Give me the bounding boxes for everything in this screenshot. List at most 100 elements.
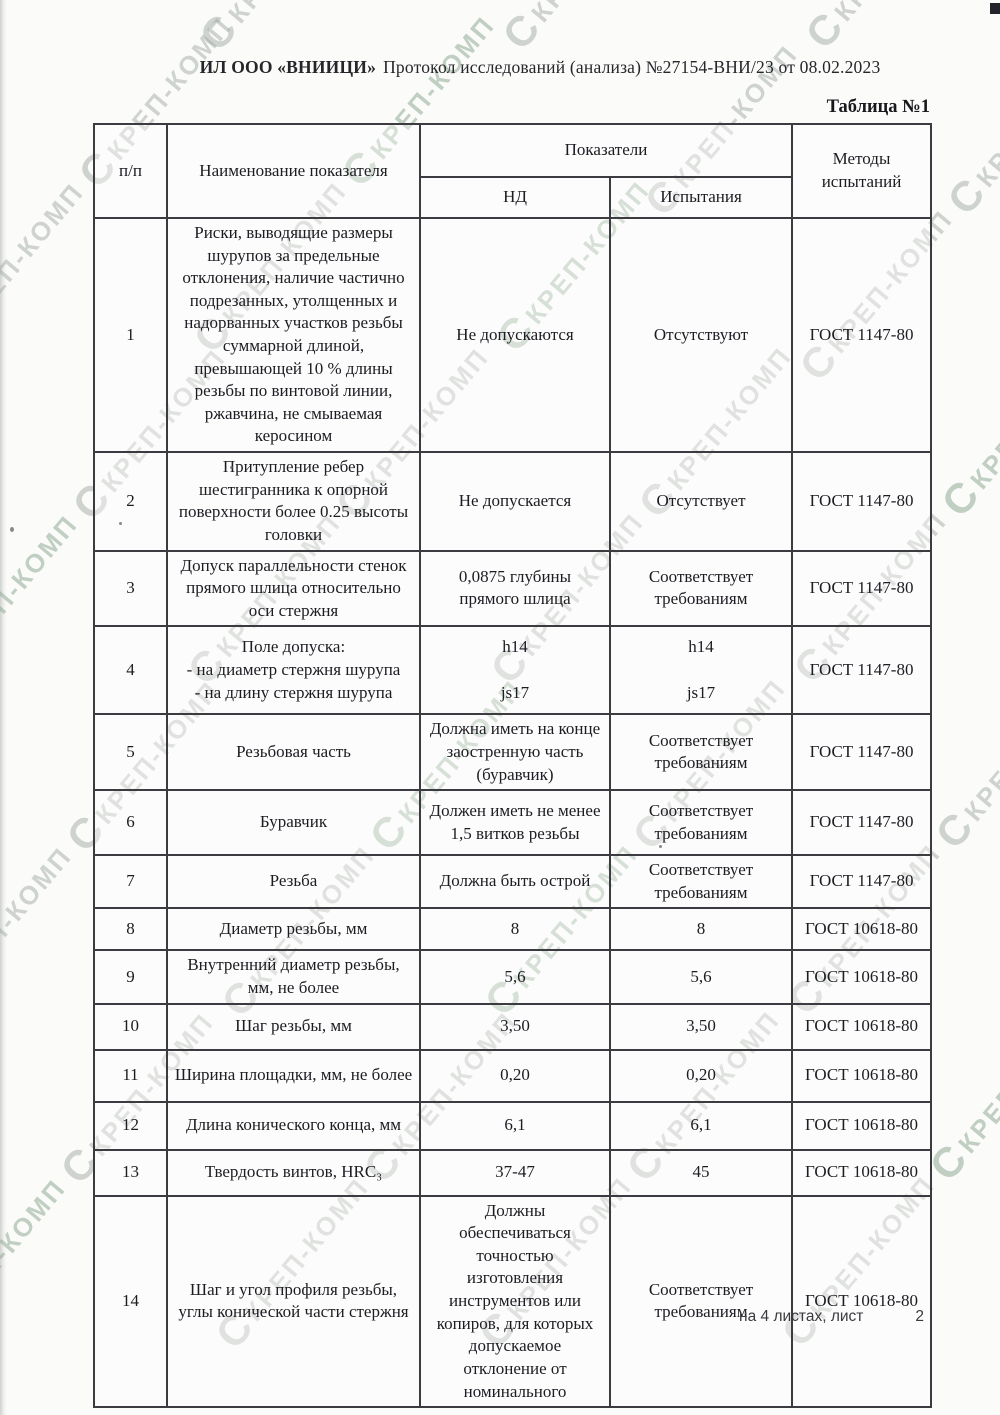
- cell-test: Соответствует требованиям: [608, 713, 794, 792]
- cell-num: 7: [93, 854, 168, 910]
- cell-num: 8: [93, 907, 168, 952]
- watermark-label: КРЕП-КОМП: [969, 37, 1000, 193]
- document-header: ИЛ ООО «ВНИИЦИ» Протокол исследований (ан…: [120, 57, 960, 78]
- cell-nd: 5,6: [419, 949, 611, 1005]
- cell-num: 9: [93, 949, 168, 1005]
- cell-nd: 37-47: [419, 1148, 611, 1197]
- cell-method: ГОСТ 10618-80: [791, 1048, 933, 1103]
- cell-test: Отсутствует: [608, 451, 794, 552]
- cell-name: Риски, выводящие размеры шурупов за пред…: [166, 216, 421, 454]
- cell-test: 5,6: [608, 949, 794, 1005]
- page-footer: на 4 листах, лист 2: [93, 1308, 930, 1326]
- cell-method: ГОСТ 1147-80: [791, 549, 933, 628]
- sheet-info: на 4 листах, лист: [739, 1308, 864, 1325]
- cell-num: 11: [93, 1048, 168, 1103]
- col-header-test: Испытания: [608, 176, 794, 219]
- krep-komp-logo-icon: С: [932, 471, 988, 526]
- cell-test: Соответствует требованиям: [608, 789, 794, 857]
- krep-komp-logo-icon: С: [796, 3, 852, 58]
- watermark-label: КРЕП-КОМП: [828, 0, 965, 27]
- cell-test: 45: [608, 1148, 794, 1197]
- table-row: 13 Твердость винтов, HRC₃ 37-47 45 ГОСТ 1061…: [93, 1148, 933, 1197]
- cell-num: 5: [93, 713, 168, 792]
- cell-method: ГОСТ 10618-80: [791, 1002, 933, 1051]
- cell-nd: Не допускаются: [419, 216, 611, 454]
- cell-test: Соответствует требованиям: [608, 549, 794, 628]
- scan-speck: [10, 527, 14, 532]
- watermark-label: КРЕП-КОМП: [525, 0, 662, 28]
- table-row: 4 Поле допуска: - на диаметр стержня шуру…: [93, 625, 933, 716]
- cell-test: Соответствует требованиям: [608, 1194, 794, 1409]
- cell-num: 2: [93, 451, 168, 552]
- table-row: 7 Резьба Должна быть острой Соответствует т…: [93, 854, 933, 910]
- cell-name: Допуск параллельности стенок прямого шли…: [166, 549, 421, 628]
- cell-name: Поле допуска: - на диаметр стержня шуруп…: [166, 625, 421, 716]
- scan-speck: [230, 466, 233, 469]
- cell-name: Буравчик: [166, 789, 421, 857]
- krep-komp-logo-icon: С: [926, 803, 982, 858]
- krep-komp-logo-icon: С: [190, 5, 246, 60]
- cell-nd: 3,50: [419, 1002, 611, 1051]
- scan-edge-smudge: [0, 0, 7, 1415]
- cell-nd: 0,0875 глубины прямого шлица: [419, 549, 611, 628]
- table-row: 14 Шаг и угол профиля резьбы, углы кониче…: [93, 1194, 933, 1409]
- cell-name: Ширина площадки, мм, не более: [166, 1048, 421, 1103]
- cell-name: Резьба: [166, 854, 421, 910]
- cell-name: Твердость винтов, HRC₃: [166, 1148, 421, 1197]
- table-row: 2 Притупление ребер шестигранника к опорн…: [93, 451, 933, 552]
- watermark-label: КРЕП-КОМП: [0, 1172, 72, 1328]
- cell-method: ГОСТ 10618-80: [791, 1100, 933, 1151]
- col-header-indicators: Показатели: [418, 123, 794, 178]
- table-row: 8 Диаметр резьбы, мм 8 8 ГОСТ 10618-80: [93, 907, 933, 952]
- cell-test: h14 js17: [608, 625, 794, 716]
- table-row: 9 Внутренний диаметр резьбы, мм, не более…: [93, 949, 933, 1005]
- watermark-label: КРЕП-КОМП: [957, 671, 1000, 827]
- table-row: 11 Ширина площадки, мм, не более 0,20 0,20 Г…: [93, 1048, 933, 1103]
- cell-method: ГОСТ 10618-80: [791, 949, 933, 1005]
- watermark-label: КРЕП-КОМП: [963, 339, 1000, 495]
- cell-nd: 8: [419, 907, 611, 952]
- watermark-label: КРЕП-КОМП: [222, 0, 359, 29]
- cell-nd: Должна иметь на конце заостренную часть …: [419, 713, 611, 792]
- cell-num: 4: [93, 625, 168, 716]
- cell-method: ГОСТ 10618-80: [791, 1148, 933, 1197]
- cell-num: 10: [93, 1002, 168, 1051]
- cell-method: ГОСТ 10618-80: [791, 907, 933, 952]
- cell-nd: 6,1: [419, 1100, 611, 1151]
- table-title: Таблица №1: [826, 97, 930, 117]
- table-row: 12 Длина конического конца, мм 6,1 6,1 ГОСТ …: [93, 1100, 933, 1151]
- cell-num: 3: [93, 549, 168, 628]
- col-header-methods: Методы испытаний: [791, 123, 933, 219]
- cell-test: 0,20: [608, 1048, 794, 1103]
- results-table: п/п Наименование показателя Показатели М…: [93, 123, 933, 1409]
- cell-nd: h14 js17: [419, 625, 611, 716]
- krep-komp-logo-icon: С: [938, 169, 994, 224]
- cell-nd: Не допускается: [419, 451, 611, 552]
- cell-num: 13: [93, 1148, 168, 1197]
- table-row: 1 Риски, выводящие размеры шурупов за пре…: [93, 216, 933, 454]
- watermark-label: КРЕП-КОМП: [951, 1003, 1000, 1159]
- cell-method: ГОСТ 1147-80: [791, 625, 933, 716]
- cell-num: 12: [93, 1100, 168, 1151]
- watermark-label: КРЕП-КОМП: [0, 508, 84, 664]
- scan-corner-artifact: [990, 3, 1000, 14]
- cell-method: ГОСТ 1147-80: [791, 789, 933, 857]
- cell-nd: Должна быть острой: [419, 854, 611, 910]
- cell-method: ГОСТ 1147-80: [791, 854, 933, 910]
- cell-name: Внутренний диаметр резьбы, мм, не более: [166, 949, 421, 1005]
- cell-test: 8: [608, 907, 794, 952]
- scan-speck: [659, 845, 662, 848]
- table-row: 5 Резьбовая часть Должна иметь на конце за…: [93, 713, 933, 792]
- protocol-title: Протокол исследований (анализа) №27154-В…: [383, 57, 881, 77]
- cell-method: ГОСТ 10618-80: [791, 1194, 933, 1409]
- lab-name: ИЛ ООО «ВНИИЦИ»: [199, 57, 377, 77]
- table-row: 10 Шаг резьбы, мм 3,50 3,50 ГОСТ 10618-80: [93, 1002, 933, 1051]
